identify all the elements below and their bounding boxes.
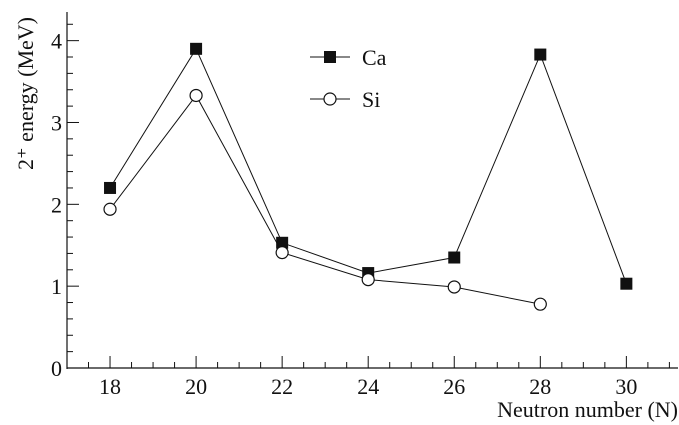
x-tick-label: 18 (99, 374, 121, 399)
series-si (103, 88, 547, 311)
legend-marker-si (323, 92, 337, 106)
data-point-ca (104, 181, 117, 194)
series-ca (104, 42, 633, 290)
legend: Ca Si (310, 45, 387, 112)
data-point-ca (448, 251, 461, 264)
legend-label-si: Si (362, 87, 380, 112)
data-point-si (361, 273, 375, 287)
x-tick-label: 20 (185, 374, 207, 399)
data-point-ca (620, 277, 633, 290)
y-axis-title: 2⁺ energy (MeV) (13, 17, 38, 170)
series-layer (103, 42, 633, 311)
data-point-si (103, 202, 117, 216)
x-tick-label: 30 (615, 374, 637, 399)
y-tick-label: 3 (51, 110, 62, 135)
data-point-ca (276, 236, 289, 249)
data-point-ca (190, 42, 203, 55)
axes (66, 12, 678, 369)
data-point-si (275, 246, 289, 260)
x-tick-label: 22 (271, 374, 293, 399)
y-tick-label: 4 (51, 29, 62, 54)
ticks: 0 1 2 3 4 18 20 22 24 26 28 30 (51, 23, 670, 399)
series-line-si (109, 94, 541, 305)
data-point-ca (534, 48, 547, 61)
legend-item-si: Si (310, 87, 380, 112)
data-point-si (189, 88, 203, 103)
x-tick-label: 24 (357, 374, 379, 399)
x-tick-label: 26 (443, 374, 465, 399)
data-point-si (533, 297, 547, 311)
y-tick-label: 1 (51, 274, 62, 299)
y-tick-label: 0 (51, 356, 62, 381)
legend-marker-ca (324, 51, 336, 63)
x-tick-label: 28 (529, 374, 551, 399)
x-axis-title: Neutron number (N) (497, 397, 678, 422)
legend-item-ca: Ca (310, 45, 387, 70)
y-tick-label: 2 (51, 192, 62, 217)
legend-label-ca: Ca (362, 45, 387, 70)
data-point-si (447, 280, 461, 294)
series-line-ca (109, 47, 627, 284)
